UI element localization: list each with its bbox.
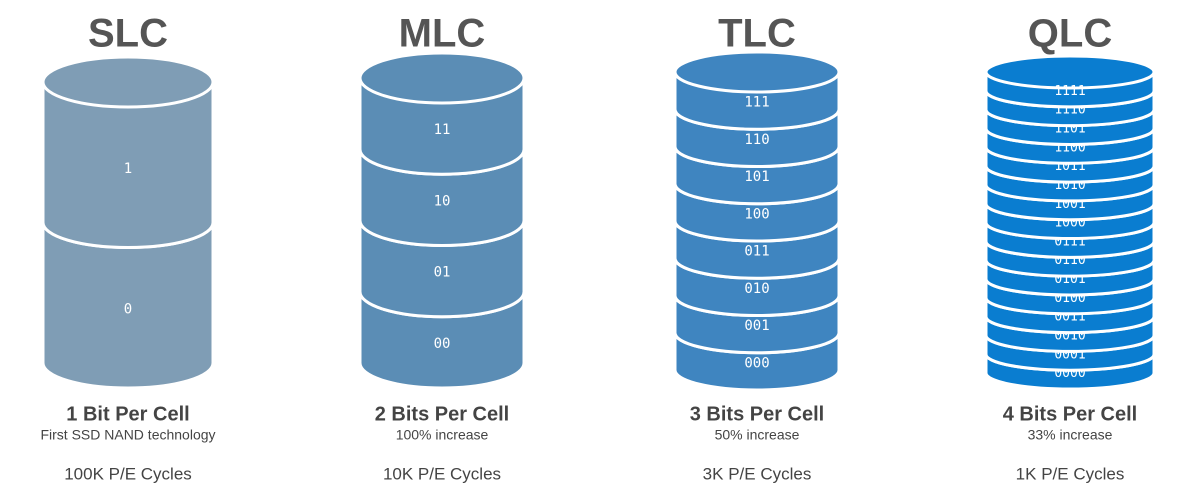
- cell-stack: 00 01 10 11: [358, 51, 526, 390]
- bit-label: 010: [744, 281, 769, 297]
- cell-type-title: TLC: [718, 12, 796, 56]
- pe-cycles: 1K P/E Cycles: [1016, 464, 1125, 483]
- bits-subtitle: 100% increase: [396, 427, 489, 443]
- bits-heading: 1 Bit Per Cell: [66, 403, 189, 425]
- bit-label: 001: [744, 318, 769, 334]
- bits-heading: 2 Bits Per Cell: [375, 403, 510, 425]
- bit-label: 011: [744, 244, 769, 260]
- segment-top: [673, 50, 841, 94]
- bit-label: 101: [744, 169, 769, 185]
- cell-stack: 0000000100100011010001010110011110001001…: [984, 54, 1156, 391]
- cell-stack: 000 001 010 011 100 101 110 111: [673, 50, 841, 392]
- pe-cycles: 100K P/E Cycles: [64, 464, 192, 483]
- bit-label: 0: [124, 301, 132, 317]
- segment-top: [358, 51, 526, 105]
- bit-label: 1111: [1054, 84, 1085, 99]
- cell-stack: 01: [41, 55, 215, 390]
- bit-label: 000: [744, 355, 769, 371]
- bit-label: 111: [744, 95, 769, 111]
- bit-label: 11: [434, 122, 451, 138]
- cell-type-title: QLC: [1028, 12, 1112, 56]
- segment-top: [41, 55, 215, 109]
- bit-label: 01: [434, 265, 451, 281]
- bits-subtitle: 33% increase: [1028, 427, 1113, 443]
- bits-heading: 4 Bits Per Cell: [1003, 403, 1138, 425]
- segment-top: [984, 54, 1156, 90]
- bit-label: 1: [124, 161, 132, 177]
- bit-label: 110: [744, 132, 769, 148]
- bit-label: 100: [744, 206, 769, 222]
- pe-cycles: 3K P/E Cycles: [703, 464, 812, 483]
- bit-label: 00: [434, 336, 451, 352]
- cell-type-title: SLC: [88, 12, 168, 56]
- cell-type-title: MLC: [399, 12, 486, 56]
- bits-subtitle: First SSD NAND technology: [40, 427, 215, 443]
- pe-cycles: 10K P/E Cycles: [383, 464, 501, 483]
- bits-heading: 3 Bits Per Cell: [690, 403, 825, 425]
- bit-label: 10: [434, 193, 451, 209]
- bits-subtitle: 50% increase: [715, 427, 800, 443]
